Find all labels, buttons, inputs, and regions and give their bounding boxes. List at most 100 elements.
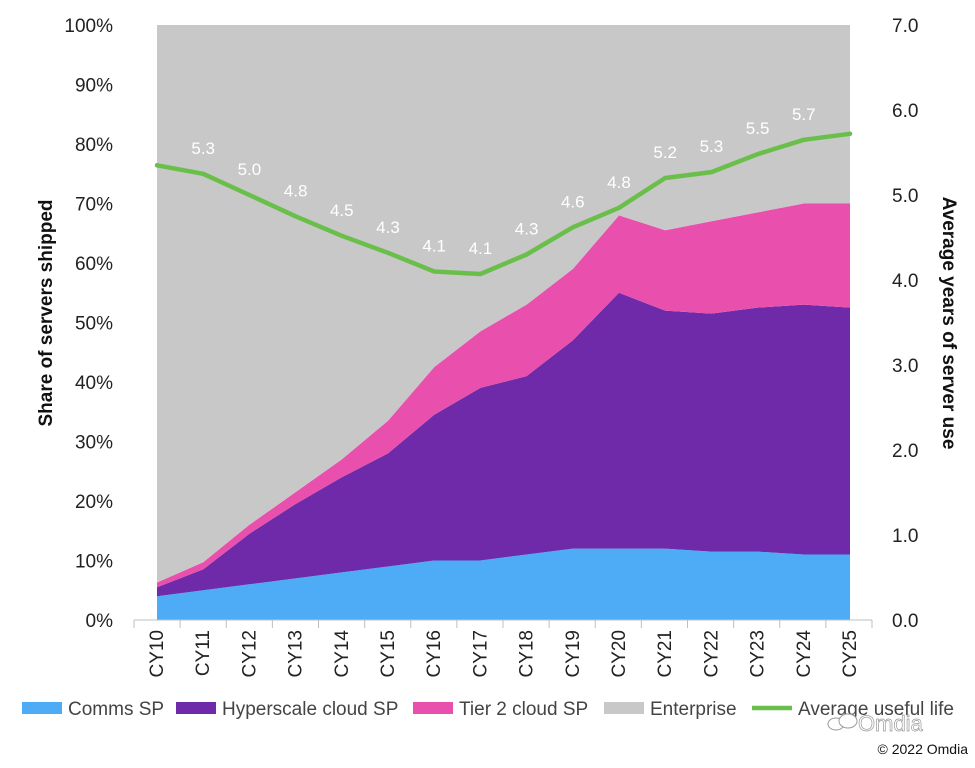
data-label: 5.7 [792,105,816,124]
data-label: 4.3 [376,218,400,237]
y-tick-label: 70% [75,195,113,216]
omdia-logo-icon [827,713,858,731]
y-tick-label: 30% [75,433,113,454]
data-labels: 5.3 5.0 4.8 4.5 4.3 4.1 4.1 4.3 4.6 4.8 5.2 5.3 5.5 5… [191,105,815,258]
average-life-point [155,163,159,168]
x-tick-label: CY16 [424,630,445,678]
average-life-point [478,272,483,277]
x-tick-label: CY15 [378,630,399,678]
legend-item-average-useful-life: Average useful life [752,699,954,720]
x-tick-label: CY21 [655,630,676,678]
average-life-line-group [154,131,853,277]
y2-tick-label: 2.0 [892,441,918,462]
average-life-point [339,233,344,238]
y2-tick-label: 5.0 [892,186,918,207]
average-life-point [432,269,437,274]
watermark-text: Omdia [858,711,924,736]
data-label: 4.5 [330,201,354,220]
data-label: 5.3 [700,137,724,156]
y-tick-label: 10% [75,552,113,573]
x-tick-label: CY12 [239,630,260,678]
data-label: 5.2 [653,143,677,162]
x-tick-label: CY18 [517,630,538,678]
data-label: 5.3 [191,139,215,158]
legend-item-hyperscale-cloud-sp: Hyperscale cloud SP [176,699,398,720]
stacked-areas [157,25,850,620]
x-tick-label: CY23 [748,630,769,678]
data-label: 4.1 [422,237,446,256]
y-tick-label: 100% [64,16,113,37]
legend-swatch [604,702,644,714]
y-axis-title: Share of servers shipped [36,199,57,426]
y2-tick-label: 0.0 [892,611,918,632]
y-tick-label: 50% [75,314,113,335]
y-tick-label: 0% [86,611,114,632]
y-tick-label: 40% [75,373,113,394]
average-life-point [293,214,298,219]
data-label: 4.1 [469,239,493,258]
average-life-line [154,131,853,277]
x-tick-label: CY24 [794,630,815,678]
x-tick-label: CY25 [840,630,861,678]
average-life-point [755,152,760,157]
watermark: Omdia [827,711,924,736]
y2-tick-label: 4.0 [892,271,918,292]
legend-swatch [413,702,453,714]
data-label: 4.8 [284,181,308,200]
y2-tick-label: 3.0 [892,356,918,377]
x-tick-label: CY22 [701,630,722,678]
y2-axis-title: Average years of server use [938,197,959,450]
y-left-tick-labels: 0% 10% 20% 30% 40% 50% 60% 70% 80% 90% 100% [64,16,113,632]
data-label: 5.0 [238,160,262,179]
x-tick-labels: CY10 CY11 CY12 CY13 CY14 CY15 CY16 CY17 CY18 CY19… [147,630,861,678]
y-tick-label: 60% [75,254,113,275]
average-life-point [801,137,806,142]
average-life-point [709,170,714,175]
average-life-point [617,205,621,210]
average-life-point [247,193,252,197]
y-right-tick-labels: 0.0 1.0 2.0 3.0 4.0 5.0 6.0 7.0 [892,16,918,632]
data-label: 4.3 [515,220,539,239]
y-tick-label: 90% [75,76,113,97]
y-tick-label: 80% [75,135,113,156]
copyright-text: © 2022 Omdia [878,741,969,757]
area-enterprise [157,25,850,583]
legend-swatch [176,702,216,714]
y2-tick-label: 6.0 [892,101,918,122]
legend-item-tier-2-cloud-sp: Tier 2 cloud SP [413,699,588,720]
x-tick-marks [133,620,873,628]
x-tick-label: CY11 [193,630,214,676]
x-tick-label: CY20 [609,630,630,678]
x-tick-label: CY17 [470,630,491,678]
legend-swatch [22,702,62,714]
average-life-point [386,250,390,255]
legend-label: Average useful life [798,699,954,720]
legend-label: Hyperscale cloud SP [222,699,398,720]
average-life-point [201,171,206,176]
x-tick-label: CY14 [332,630,353,678]
area-tier-2-cloud-sp [157,203,850,588]
x-tick-label: CY13 [286,630,307,678]
data-label: 4.6 [561,192,585,211]
x-tick-label: CY19 [563,630,584,678]
legend-label: Comms SP [68,699,164,720]
average-life-point [524,252,529,257]
average-life-point [848,131,852,136]
legend: Comms SP Hyperscale cloud SP Tier 2 cloud … [22,699,954,720]
legend-label: Tier 2 cloud SP [459,699,588,720]
legend-item-enterprise: Enterprise [604,699,737,720]
x-tick-label: CY10 [147,630,168,678]
average-life-point [663,176,668,180]
area-hyperscale-cloud-sp [157,292,850,597]
average-life-point [570,225,575,230]
data-label: 4.8 [607,173,631,192]
y-tick-label: 20% [75,492,113,513]
legend-item-comms-sp: Comms SP [22,699,164,720]
legend-label: Enterprise [650,699,737,720]
y2-tick-label: 1.0 [892,526,918,547]
data-label: 5.5 [746,119,770,138]
y2-tick-label: 7.0 [892,16,918,37]
area-comms-sp [157,548,850,620]
